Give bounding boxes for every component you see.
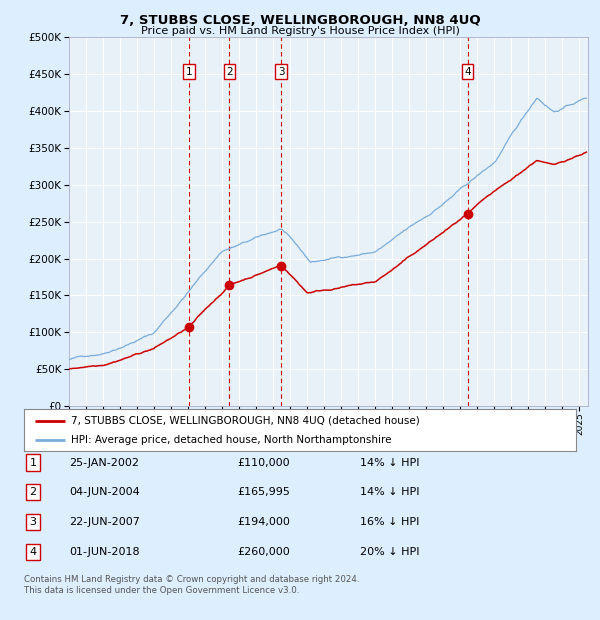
Text: 20% ↓ HPI: 20% ↓ HPI: [360, 547, 419, 557]
Text: 2: 2: [29, 487, 37, 497]
Text: 1: 1: [186, 67, 193, 77]
Text: 2: 2: [226, 67, 233, 77]
Text: 16% ↓ HPI: 16% ↓ HPI: [360, 517, 419, 527]
Text: 4: 4: [464, 67, 471, 77]
Text: 22-JUN-2007: 22-JUN-2007: [69, 517, 140, 527]
Text: 4: 4: [29, 547, 37, 557]
Text: 04-JUN-2004: 04-JUN-2004: [69, 487, 140, 497]
Text: £260,000: £260,000: [237, 547, 290, 557]
Text: £165,995: £165,995: [237, 487, 290, 497]
Text: Contains HM Land Registry data © Crown copyright and database right 2024.: Contains HM Land Registry data © Crown c…: [24, 575, 359, 584]
Text: 3: 3: [278, 67, 284, 77]
Text: 3: 3: [29, 517, 37, 527]
Text: 1: 1: [29, 458, 37, 467]
Text: 7, STUBBS CLOSE, WELLINGBOROUGH, NN8 4UQ: 7, STUBBS CLOSE, WELLINGBOROUGH, NN8 4UQ: [119, 14, 481, 27]
Text: 7, STUBBS CLOSE, WELLINGBOROUGH, NN8 4UQ (detached house): 7, STUBBS CLOSE, WELLINGBOROUGH, NN8 4UQ…: [71, 415, 419, 425]
Text: 01-JUN-2018: 01-JUN-2018: [69, 547, 140, 557]
Text: £194,000: £194,000: [237, 517, 290, 527]
Text: This data is licensed under the Open Government Licence v3.0.: This data is licensed under the Open Gov…: [24, 586, 299, 595]
Text: £110,000: £110,000: [237, 458, 290, 467]
Text: 14% ↓ HPI: 14% ↓ HPI: [360, 458, 419, 467]
Text: 25-JAN-2002: 25-JAN-2002: [69, 458, 139, 467]
Text: 14% ↓ HPI: 14% ↓ HPI: [360, 487, 419, 497]
Text: Price paid vs. HM Land Registry's House Price Index (HPI): Price paid vs. HM Land Registry's House …: [140, 26, 460, 36]
Text: HPI: Average price, detached house, North Northamptonshire: HPI: Average price, detached house, Nort…: [71, 435, 391, 445]
